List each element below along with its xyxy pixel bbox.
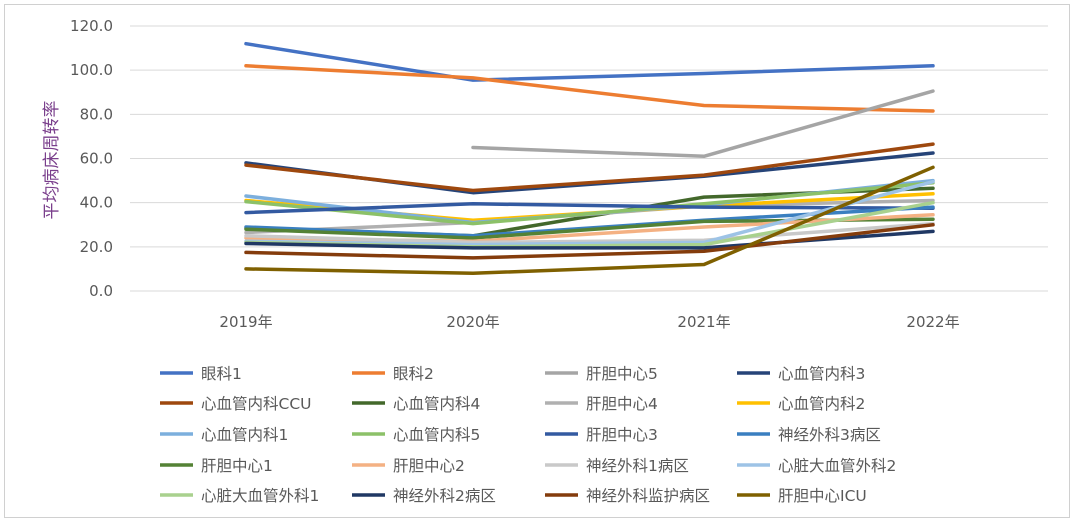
- legend-item: 神经外科监护病区: [545, 487, 710, 505]
- legend-label: 心脏大血管外科1: [201, 487, 319, 505]
- legend-item: 神经外科3病区: [737, 426, 881, 444]
- chart-frame: [4, 4, 1070, 518]
- series-line-9: [244, 181, 935, 226]
- legend-label: 神经外科1病区: [586, 457, 689, 475]
- legend-label: 心血管内科4: [393, 395, 480, 413]
- legend-item: 肝胆中心1: [160, 457, 273, 475]
- series-line-18: [244, 223, 935, 260]
- legend-label: 肝胆中心2: [393, 457, 465, 475]
- x-tick-label: 2021年: [677, 313, 730, 331]
- y-tick-label: 20.0: [80, 238, 113, 256]
- x-axis-ticks: 2019年 2020年 2021年 2022年: [219, 313, 959, 331]
- series-line-10: [244, 202, 935, 215]
- legend-item: 肝胆中心5: [545, 365, 658, 383]
- series-line-2: [471, 89, 935, 159]
- y-axis-ticks: 0.0 20.0 40.0 60.0 80.0 100.0 120.0: [70, 17, 113, 300]
- legend-label: 肝胆中心1: [201, 457, 273, 475]
- legend-item: 肝胆中心ICU: [737, 487, 867, 505]
- legend-label: 眼科1: [201, 365, 242, 383]
- legend-item: 心脏大血管外科1: [160, 487, 319, 505]
- series-lines: [244, 41, 935, 276]
- legend-label: 心脏大血管外科2: [778, 457, 896, 475]
- legend-label: 神经外科监护病区: [586, 487, 710, 505]
- legend-item: 肝胆中心2: [352, 457, 465, 475]
- legend-label: 心血管内科1: [201, 426, 288, 444]
- legend-label: 心血管内科CCU: [201, 395, 312, 413]
- y-tick-label: 60.0: [80, 150, 113, 168]
- y-tick-label: 0.0: [89, 282, 113, 300]
- y-tick-label: 40.0: [80, 194, 113, 212]
- legend-label: 肝胆中心ICU: [778, 487, 867, 505]
- legend-item: 心血管内科4: [352, 395, 480, 413]
- legend-label: 肝胆中心4: [586, 395, 658, 413]
- series-line-1: [244, 64, 935, 113]
- series-line-4: [244, 142, 935, 193]
- legend: 眼科1 眼科2 肝胆中心5 心血管内科3 心血管内科CCU 心血管内科4 肝胆中心4 心血管内…: [160, 365, 896, 505]
- series-line-14: [244, 221, 935, 245]
- legend-item: 神经外科2病区: [352, 487, 496, 505]
- legend-item: 神经外科1病区: [545, 457, 689, 475]
- legend-item: 心血管内科3: [737, 365, 865, 383]
- series-line-19: [244, 165, 935, 276]
- y-axis-label: 平均病床周转率: [42, 101, 62, 220]
- legend-item: 肝胆中心3: [545, 426, 658, 444]
- y-tick-label: 100.0: [70, 61, 113, 79]
- x-tick-label: 2019年: [219, 313, 272, 331]
- y-tick-label: 120.0: [70, 17, 113, 35]
- legend-label: 神经外科2病区: [393, 487, 496, 505]
- legend-label: 眼科2: [393, 365, 434, 383]
- legend-label: 心血管内科2: [778, 395, 865, 413]
- legend-label: 肝胆中心5: [586, 365, 658, 383]
- y-tick-label: 80.0: [80, 105, 113, 123]
- legend-item: 肝胆中心4: [545, 395, 658, 413]
- legend-label: 肝胆中心3: [586, 426, 658, 444]
- x-tick-label: 2020年: [446, 313, 499, 331]
- legend-label: 神经外科3病区: [778, 426, 881, 444]
- legend-item: 心脏大血管外科2: [737, 457, 896, 475]
- series-line-0: [244, 41, 935, 82]
- legend-label: 心血管内科3: [778, 365, 865, 383]
- legend-item: 眼科1: [160, 365, 242, 383]
- legend-item: 心血管内科CCU: [160, 395, 312, 413]
- legend-label: 心血管内科5: [393, 426, 480, 444]
- legend-item: 心血管内科1: [160, 426, 288, 444]
- x-tick-label: 2022年: [906, 313, 959, 331]
- legend-item: 眼科2: [352, 365, 434, 383]
- legend-item: 心血管内科2: [737, 395, 865, 413]
- legend-item: 心血管内科5: [352, 426, 480, 444]
